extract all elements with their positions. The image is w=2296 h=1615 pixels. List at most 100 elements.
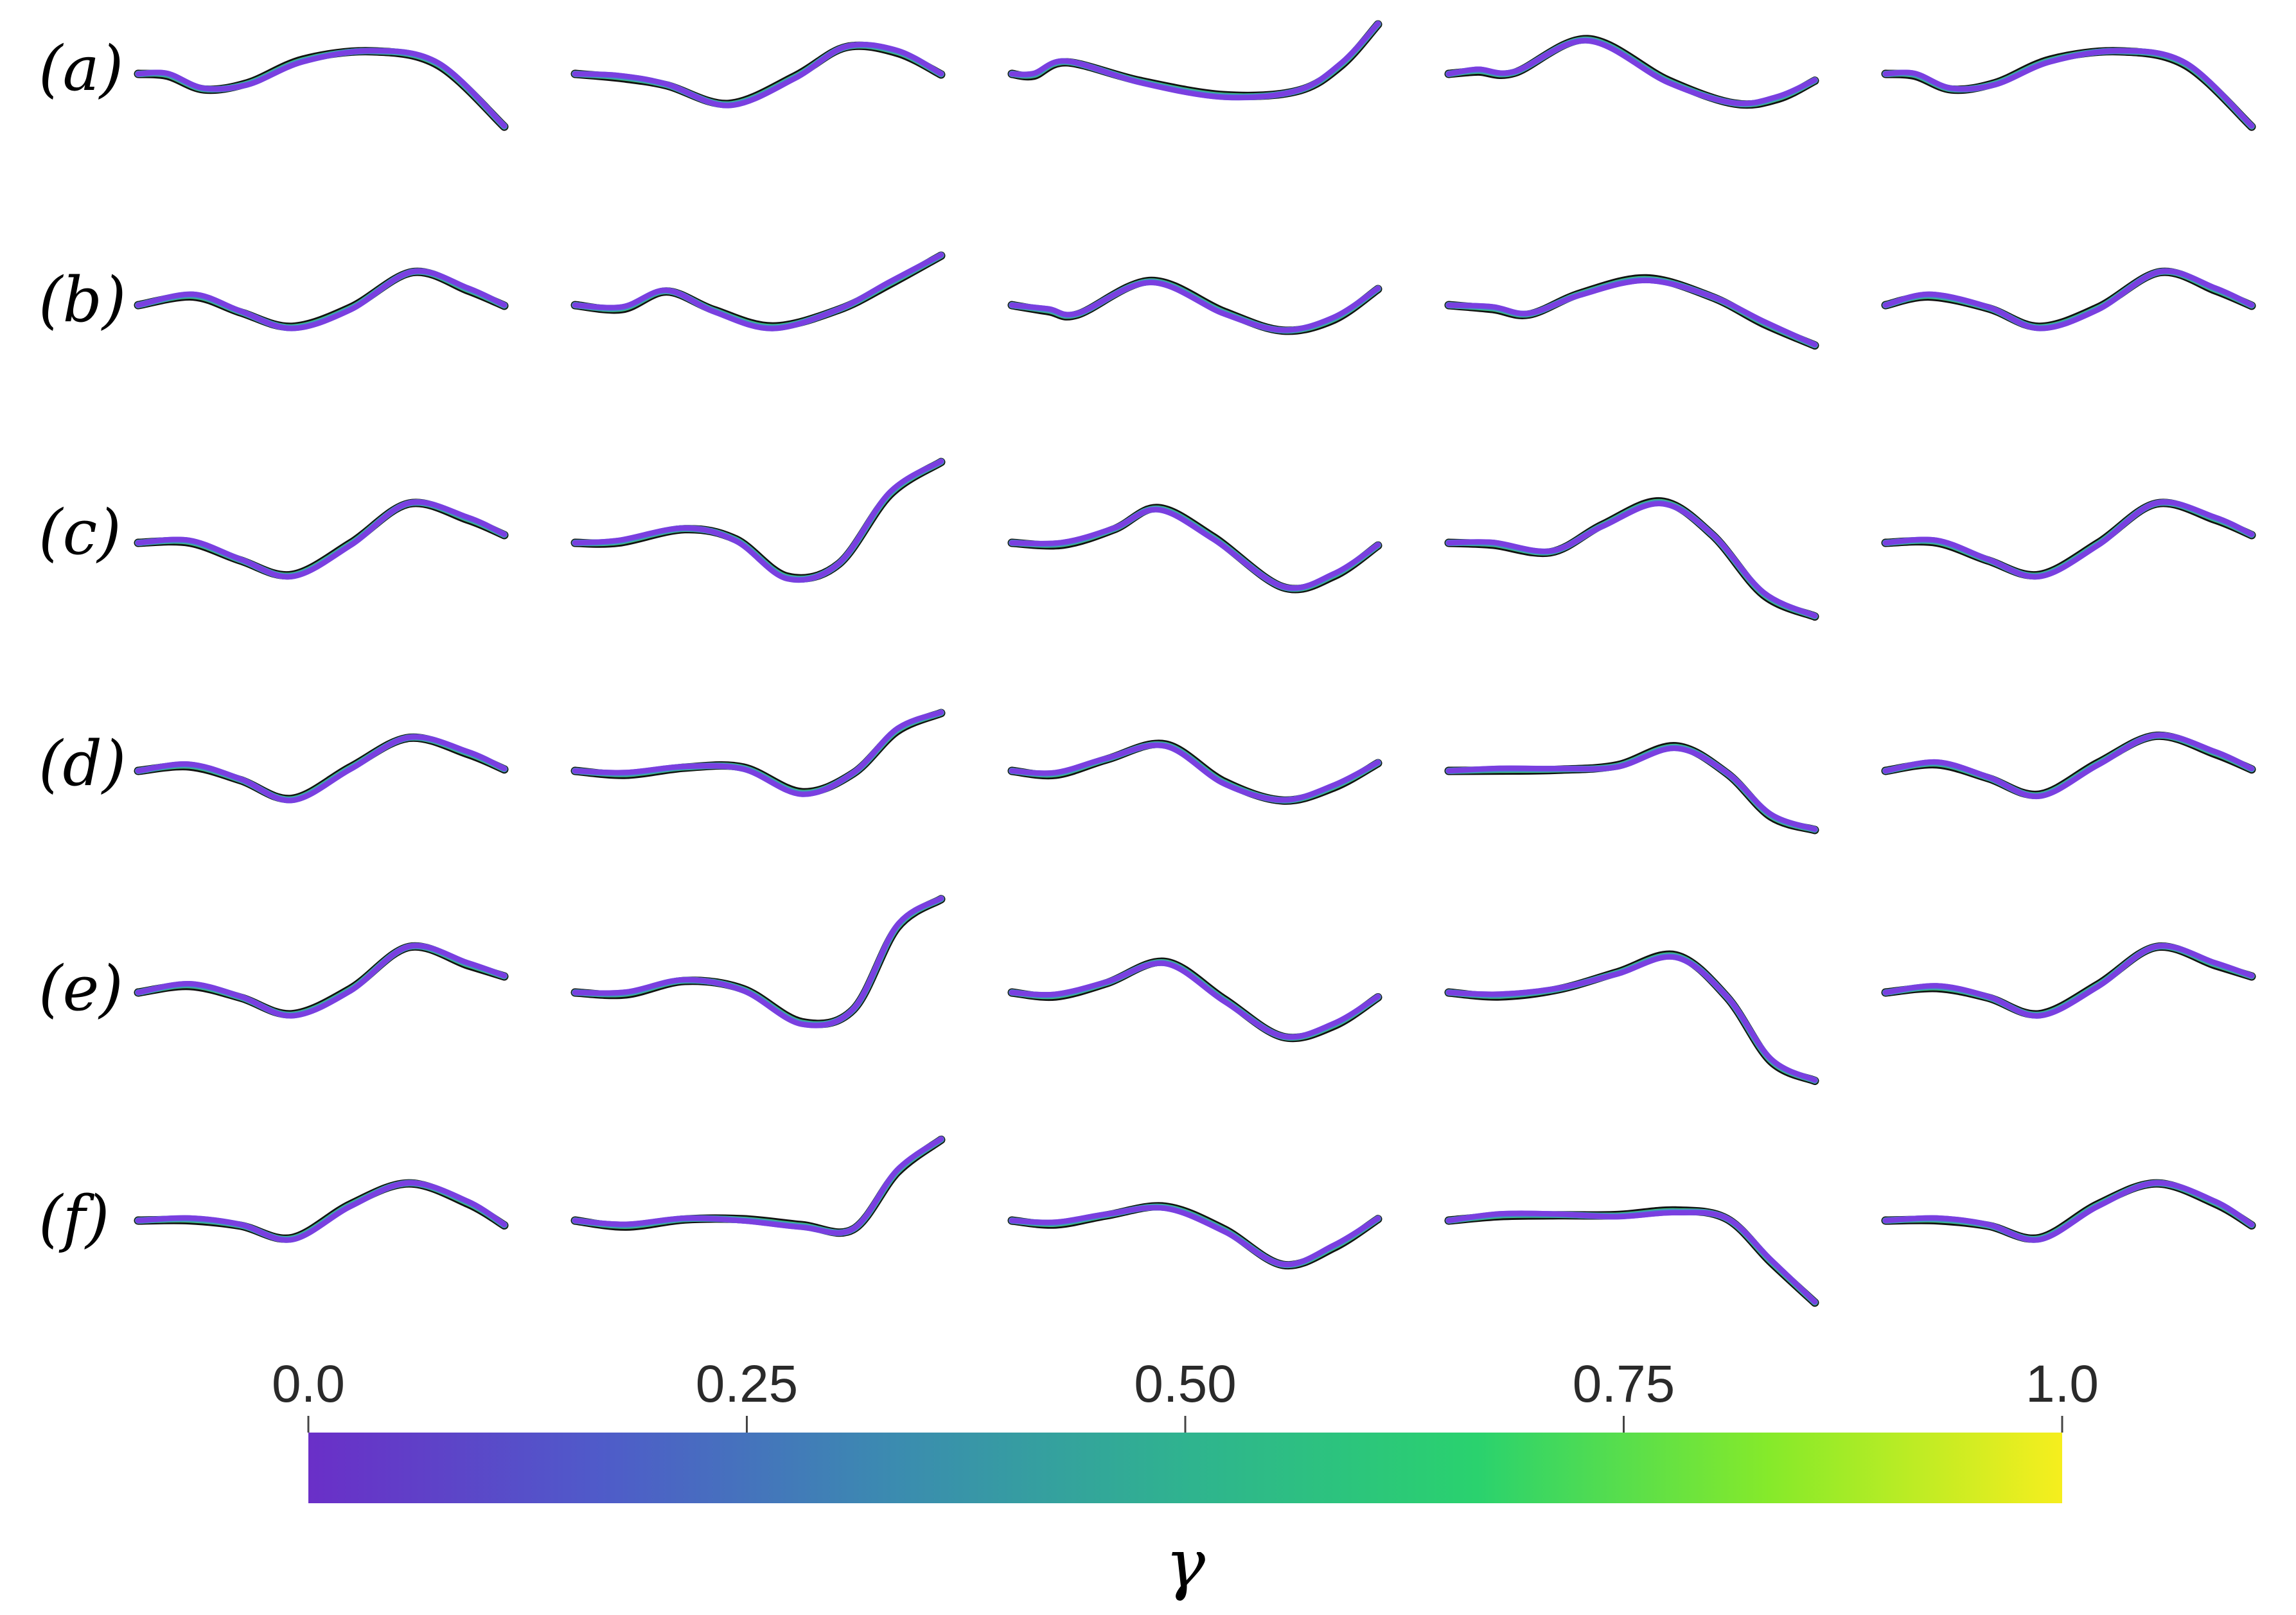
row-label-a: (a): [39, 33, 123, 105]
curve-panel-d-3: [1007, 739, 1382, 805]
curve-line-layer-5: [1446, 954, 1817, 1083]
curve-line-layer-5: [1009, 743, 1381, 803]
row-label-c: (c): [39, 497, 121, 569]
curve-line-layer-5: [1009, 507, 1381, 591]
curve-line-layer-1: [570, 895, 946, 1028]
curve-line-layer-5: [1883, 48, 2254, 128]
colorbar-tick-label: 0.25: [696, 1355, 799, 1413]
curve-panel-a-4: [1444, 35, 1819, 109]
curve-line-layer-5: [136, 48, 507, 128]
curve-panel-e-1: [134, 942, 509, 1019]
curve-line-layer-3: [572, 709, 944, 797]
curve-panel-d-4: [1444, 742, 1819, 834]
curve-panel-c-5: [1881, 499, 2256, 580]
curve-panel-a-3: [1007, 20, 1382, 101]
curve-line-layer-3: [135, 48, 508, 130]
curve-line-layer-5: [1883, 268, 2254, 331]
curve-line-layer-1: [570, 251, 946, 331]
curve-line-layer-5: [1883, 943, 2254, 1019]
colorbar: 0.0 0.25 0.50 0.75 1.0 γ: [272, 1355, 2099, 1603]
curve-panel-a-2: [570, 41, 946, 109]
curve-line-layer-5: [572, 1136, 944, 1236]
curve-panel-e-5: [1881, 942, 2256, 1019]
curve-line-layer-5: [1883, 732, 2254, 799]
curve-line-layer-5: [572, 458, 944, 583]
curve-line-layer-4: [572, 458, 944, 583]
row-label-b: (b): [39, 264, 126, 336]
curve-panel-c-3: [1007, 504, 1382, 594]
colorbar-tick-label: 0.50: [1134, 1355, 1237, 1413]
curve-line-layer-5: [1009, 1205, 1381, 1267]
curve-line-layer-3: [1445, 499, 1818, 619]
row-labels: (a) (b) (c) (d) (e) (f): [39, 33, 126, 1255]
curve-line-layer-4: [572, 709, 944, 797]
curve-line-layer-4: [572, 252, 944, 331]
curve-line-layer-5: [572, 896, 944, 1028]
curve-line-layer-5: [1446, 38, 1817, 107]
curve-grid: [134, 20, 2256, 1307]
curve-panel-f-2: [570, 1135, 946, 1237]
colorbar-tick-label: 0.0: [272, 1355, 345, 1413]
curve-panel-b-1: [134, 267, 509, 331]
curve-line-layer-5: [1009, 279, 1381, 333]
curve-line-layer-5: [1009, 960, 1381, 1040]
curve-line-layer-3: [1445, 276, 1818, 348]
curve-line-layer-5: [136, 1180, 507, 1243]
colorbar-ticks: 0.0 0.25 0.50 0.75 1.0: [272, 1355, 2099, 1433]
curve-panel-f-3: [1007, 1202, 1382, 1270]
curve-panel-d-2: [570, 709, 946, 797]
curve-line-layer-1: [1444, 497, 1819, 621]
curve-line-layer-5: [136, 734, 507, 804]
curve-line-layer-1: [570, 709, 946, 797]
curve-panel-b-4: [1444, 274, 1819, 350]
curve-line-layer-5: [1009, 21, 1381, 101]
curve-panel-a-5: [1881, 47, 2256, 131]
curve-line-layer-5: [1446, 1210, 1817, 1305]
curve-line-layer-5: [1446, 746, 1817, 832]
curve-panel-e-4: [1444, 950, 1819, 1085]
curve-line-layer-2: [1445, 499, 1818, 620]
row-label-e: (e): [39, 953, 123, 1025]
row-label-f: (f): [39, 1183, 109, 1255]
curve-line-layer-5: [1883, 1180, 2254, 1243]
curve-panel-f-4: [1444, 1206, 1819, 1307]
curve-line-layer-1: [1444, 950, 1819, 1085]
curve-line-layer-5: [1446, 278, 1817, 348]
colorbar-tick-label: 1.0: [2026, 1355, 2099, 1413]
row-label-d: (d): [39, 728, 126, 800]
curve-line-layer-5: [136, 943, 507, 1019]
curve-line-layer-5: [1883, 499, 2254, 580]
curve-line-layer-1: [1444, 1206, 1819, 1307]
colorbar-gradient: [308, 1433, 2062, 1503]
colorbar-label: γ: [1165, 1524, 1206, 1603]
curve-panel-e-2: [570, 895, 946, 1028]
curve-panel-d-1: [134, 733, 509, 804]
curve-line-layer-3: [572, 895, 944, 1028]
curve-panel-c-2: [570, 457, 946, 583]
curve-panel-d-5: [1881, 731, 2256, 799]
curve-line-layer-4: [1445, 500, 1818, 619]
curve-line-layer-4: [1445, 953, 1818, 1083]
curve-line-layer-2: [1445, 952, 1818, 1084]
curve-line-layer-2: [572, 896, 944, 1028]
colorbar-tick-label: 0.75: [1573, 1355, 1675, 1413]
curve-line-layer-2: [572, 709, 944, 797]
curve-line-layer-3: [1445, 1208, 1818, 1305]
curve-panel-e-3: [1007, 957, 1382, 1043]
curve-line-layer-3: [572, 252, 944, 331]
curve-panel-c-4: [1444, 497, 1819, 621]
curve-line-layer-2: [572, 252, 944, 331]
curve-line-layer-3: [1882, 48, 2255, 130]
curve-panel-c-1: [134, 499, 509, 580]
curve-line-layer-5: [572, 252, 944, 331]
curve-line-layer-5: [136, 499, 507, 580]
curve-panel-f-5: [1881, 1179, 2256, 1243]
curve-line-layer-5: [1446, 501, 1817, 619]
curve-line-layer-5: [136, 268, 507, 331]
curve-line-layer-4: [572, 896, 944, 1028]
curve-line-layer-2: [1445, 1208, 1818, 1306]
curve-line-layer-3: [1445, 953, 1818, 1084]
curve-line-layer-5: [572, 42, 944, 109]
curve-panel-f-1: [134, 1179, 509, 1243]
curve-line-layer-4: [1445, 1209, 1818, 1305]
